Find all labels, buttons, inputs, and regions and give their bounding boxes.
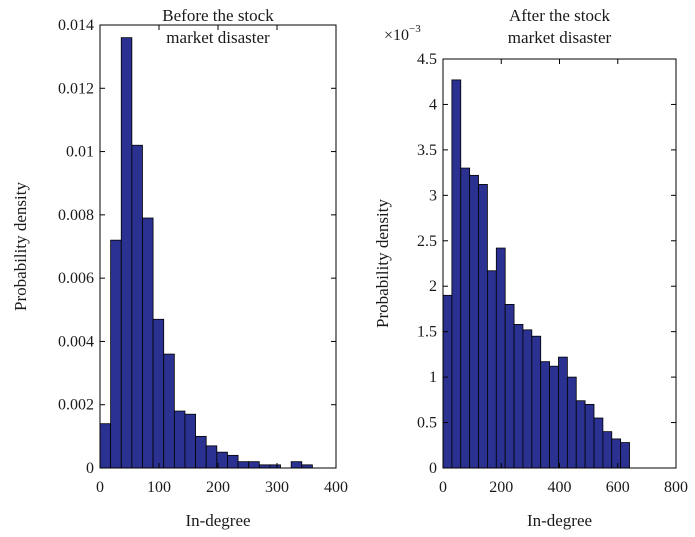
bar: [248, 461, 260, 469]
x-tick-label: 400: [324, 479, 348, 496]
exponent-power: −3: [409, 23, 421, 35]
y-tick-label: 0.002: [58, 397, 94, 414]
chart-title-line: market disaster: [508, 28, 612, 47]
bar: [558, 356, 568, 469]
exponent-base: ×10: [384, 27, 409, 44]
x-tick-label: 0: [96, 479, 104, 496]
bar: [195, 435, 207, 469]
bar: [487, 270, 497, 469]
x-tick-label: 800: [664, 479, 688, 496]
bar: [184, 413, 196, 469]
y-tick-label: 0.5: [417, 415, 437, 432]
bar: [110, 239, 122, 469]
y-tick-label: 1.5: [417, 324, 437, 341]
bar: [451, 79, 462, 469]
bar: [290, 461, 303, 469]
y-tick-label: 2.5: [417, 233, 437, 250]
y-tick-label: 0.008: [58, 207, 94, 224]
bar: [522, 329, 533, 469]
bar: [442, 294, 453, 469]
bar: [602, 431, 613, 469]
y-axis-exponent: ×10−3: [384, 23, 421, 44]
bar: [205, 445, 218, 469]
bar: [469, 174, 479, 469]
bar: [575, 400, 586, 469]
y-tick-label: 0: [429, 460, 437, 477]
x-tick-label: 300: [265, 479, 289, 496]
x-axis-label: In-degree: [185, 511, 250, 530]
y-tick-label: 0.006: [58, 270, 94, 287]
y-tick-label: 0: [86, 460, 94, 477]
bar: [120, 37, 133, 469]
bar: [566, 376, 577, 469]
y-axis-label: Probability density: [11, 182, 30, 311]
bar: [531, 335, 542, 469]
bar: [549, 365, 559, 469]
x-tick-label: 600: [606, 479, 630, 496]
x-tick-label: 200: [489, 479, 513, 496]
bar: [620, 442, 630, 469]
x-tick-label: 100: [147, 479, 171, 496]
y-tick-label: 4.5: [417, 51, 437, 68]
y-tick-label: 4: [429, 96, 437, 113]
bar: [611, 438, 622, 469]
histogram-panel-after: 0 200 400 600 800 0 0.5 1 1.5 2 2.5 3 3.5 4 4.5 After t…: [373, 6, 688, 530]
bar: [237, 461, 250, 469]
bar: [460, 167, 471, 469]
chart-title-line: Before the stock: [162, 6, 274, 25]
bar: [142, 217, 154, 469]
x-axis-label: In-degree: [527, 511, 592, 530]
y-tick-label: 0.004: [58, 333, 94, 350]
y-tick-label: 3.5: [417, 142, 437, 159]
bar: [495, 247, 506, 469]
bar: [227, 454, 239, 469]
y-tick-label: 3: [429, 187, 437, 204]
x-tick-label: 400: [548, 479, 572, 496]
bar: [478, 184, 488, 469]
bars-before: [99, 37, 313, 469]
x-tick-label: 200: [206, 479, 230, 496]
chart-title-line: After the stock: [509, 6, 611, 25]
y-tick-label: 0.012: [58, 80, 94, 97]
y-tick-label: 0.014: [58, 17, 94, 34]
x-tick-label: 0: [439, 479, 447, 496]
chart-title-line: market disaster: [166, 28, 270, 47]
histogram-panel-before: 0 100 200 300 400 0 0.002 0.004 0.006 0.008 0.01 0.…: [11, 6, 348, 530]
bars-after: [442, 79, 630, 469]
bar: [152, 318, 165, 469]
bar: [131, 144, 143, 469]
bar: [173, 410, 186, 469]
y-tick-label: 1: [429, 369, 437, 386]
bar: [99, 423, 112, 469]
bar: [163, 353, 175, 469]
y-axis-label: Probability density: [373, 199, 392, 328]
y-tick-label: 2: [429, 278, 437, 295]
bar: [513, 323, 524, 469]
bar: [593, 417, 604, 469]
bar: [584, 403, 595, 469]
bar: [540, 361, 550, 469]
y-tick-label: 0.01: [66, 144, 94, 161]
bar: [504, 303, 515, 469]
